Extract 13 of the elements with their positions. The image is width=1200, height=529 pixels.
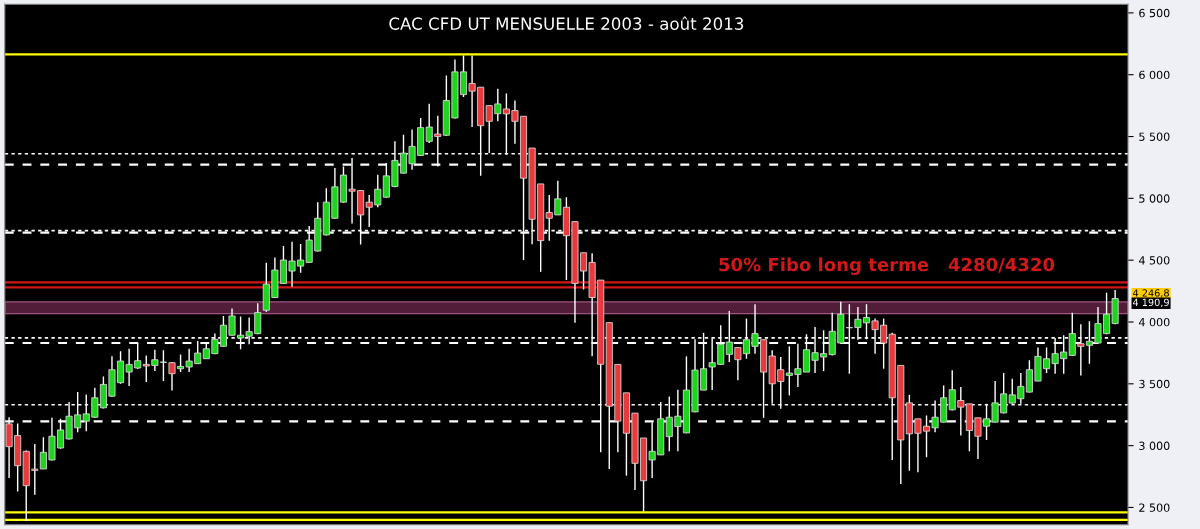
ref-line-label: 50% Fibo long terme 4280/4320: [719, 257, 1055, 276]
text: 4 246,8: [1132, 289, 1169, 298]
y-tick-label: 5 000: [1139, 194, 1170, 203]
y-tick-label: 6 000: [1139, 70, 1170, 80]
text: CAC CFD UT MENSUELLE 2003 - août 2013: [389, 16, 744, 30]
text: 4 190,9: [1132, 298, 1169, 308]
y-tick-label: 3 000: [1139, 441, 1170, 451]
y-tick-label: 3 500: [1139, 379, 1170, 389]
y-tick-label: 4 000: [1138, 317, 1170, 327]
y-tick-label: 5 500: [1139, 132, 1170, 141]
y-tick-label: 2 500: [1139, 503, 1170, 512]
y-tick-label: 4 500: [1138, 256, 1170, 265]
y-tick-label: 6 500: [1139, 8, 1170, 18]
